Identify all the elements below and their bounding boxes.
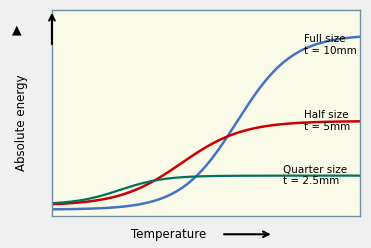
Text: Absolute energy: Absolute energy (14, 75, 28, 171)
Text: Temperature: Temperature (131, 228, 207, 241)
Text: Full size
t = 10mm: Full size t = 10mm (305, 34, 357, 56)
Text: Half size
t = 5mm: Half size t = 5mm (305, 110, 351, 132)
Text: Quarter size
t = 2.5mm: Quarter size t = 2.5mm (283, 165, 347, 186)
Text: ▲: ▲ (12, 23, 22, 36)
